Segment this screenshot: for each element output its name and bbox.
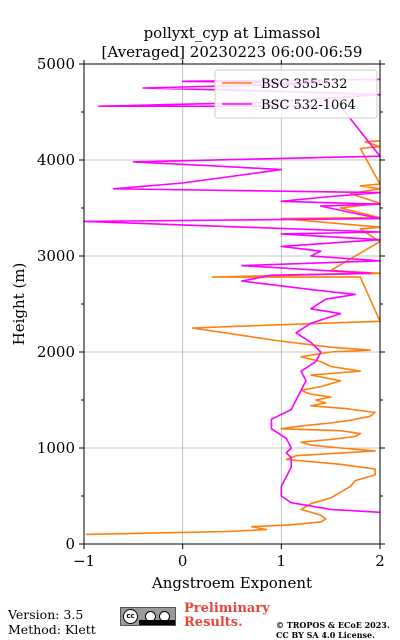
preliminary-notice: Preliminary Results. <box>184 602 270 630</box>
y-tick-label: 3000 <box>37 247 75 265</box>
version-info: Version: 3.5 Method: Klett <box>8 607 96 637</box>
x-tick-label: 2 <box>375 552 385 570</box>
y-tick-label: 4000 <box>37 151 75 169</box>
x-axis-label: Angstroem Exponent <box>151 574 312 592</box>
grid-lines <box>84 64 380 544</box>
copyright-line-2: CC BY SA 4.0 License. <box>276 630 375 640</box>
series-line-bsc-355-532 <box>85 140 381 536</box>
version-text: Version: 3.5 <box>8 607 84 622</box>
copyright-notice: © TROPOS & ECoE 2023. CC BY SA 4.0 Licen… <box>276 620 390 640</box>
x-tick-label: −1 <box>73 552 95 570</box>
y-tick-label: 0 <box>65 535 75 553</box>
preliminary-line-2: Results. <box>184 615 243 630</box>
chart-title-line-1: pollyxt_cyp at Limassol <box>144 24 321 42</box>
cc-license-badge: cc <box>120 607 176 626</box>
y-tick-label: 5000 <box>37 55 75 73</box>
y-tick-label: 1000 <box>37 439 75 457</box>
preliminary-line-1: Preliminary <box>184 601 270 616</box>
plot-frame <box>83 63 381 545</box>
x-tick-label: 1 <box>277 552 287 570</box>
x-tick-label: 0 <box>178 552 188 570</box>
legend-label-bsc-532-1064: BSC 532-1064 <box>261 98 356 113</box>
chart: pollyxt_cyp at Limassol [Averaged] 20230… <box>10 24 385 592</box>
series-line-bsc-532-1064 <box>83 78 381 514</box>
cc-icon: cc <box>123 609 138 624</box>
copyright-line-1: © TROPOS & ECoE 2023. <box>276 620 390 630</box>
legend: BSC 355-532 BSC 532-1064 <box>214 69 378 119</box>
legend-label-bsc-355-532: BSC 355-532 <box>261 77 348 92</box>
y-tick-label: 2000 <box>37 343 75 361</box>
series-layer <box>83 78 381 536</box>
badge-strip <box>139 620 175 625</box>
y-axis-label: Height (m) <box>10 263 28 346</box>
method-text: Method: Klett <box>8 622 96 637</box>
chart-title-line-2: [Averaged] 20230223 06:00-06:59 <box>102 43 363 61</box>
legend-box <box>214 69 378 119</box>
